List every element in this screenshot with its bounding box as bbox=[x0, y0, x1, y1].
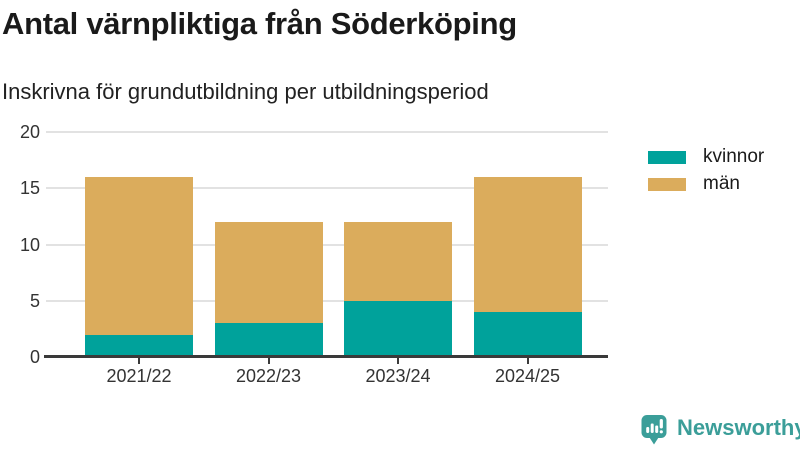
x-axis-tick-label: 2024/25 bbox=[494, 366, 561, 386]
gridline-15 bbox=[46, 187, 608, 190]
bar-segment-män-2023/24 bbox=[344, 222, 452, 301]
legend-label: män bbox=[703, 173, 740, 194]
x-axis-tick-label: 2022/23 bbox=[235, 366, 302, 386]
newsworthy-logo: Newsworthy bbox=[641, 414, 800, 445]
x-axis-line bbox=[44, 355, 608, 358]
x-axis-tick-label: 2021/22 bbox=[106, 366, 172, 386]
y-axis-tick-label: 10 bbox=[19, 234, 40, 255]
x-axis-tick bbox=[138, 357, 140, 364]
bar-segment-kvinnor-2023/24 bbox=[344, 300, 452, 357]
bar-segment-kvinnor-2024/25 bbox=[473, 312, 582, 357]
legend: kvinnor män bbox=[648, 146, 764, 195]
chart-title: Antal värnpliktiga från Söderköping bbox=[2, 6, 517, 41]
y-axis-tick-label: 20 bbox=[19, 122, 40, 142]
x-axis-tick bbox=[397, 357, 399, 364]
gridline-10 bbox=[46, 243, 608, 246]
y-axis-tick-label: 0 bbox=[29, 347, 40, 367]
bar-segment-män-2022/23 bbox=[214, 222, 323, 324]
newsworthy-logo-text: Newsworthy bbox=[677, 415, 800, 440]
legend-item-kvinnor: kvinnor bbox=[648, 146, 764, 168]
legend-label: kvinnor bbox=[703, 146, 765, 167]
chart-subtitle: Inskrivna för grundutbildning per utbild… bbox=[2, 79, 489, 104]
y-axis-tick-label: 5 bbox=[29, 290, 40, 311]
gridline-20 bbox=[46, 131, 608, 133]
bar-segment-män-2024/25 bbox=[473, 177, 582, 312]
x-axis-tick bbox=[267, 357, 270, 364]
bar-segment-män-2021/22 bbox=[85, 177, 193, 335]
legend-item-män: män bbox=[648, 173, 764, 195]
legend-swatch-kvinnor bbox=[648, 150, 686, 164]
bar-segment-kvinnor-2022/23 bbox=[214, 323, 323, 357]
legend-swatch-män bbox=[648, 177, 686, 191]
gridline-5 bbox=[46, 299, 608, 302]
newsworthy-logo-icon bbox=[641, 415, 667, 445]
x-axis-tick-label: 2023/24 bbox=[365, 366, 431, 386]
y-axis-tick-label: 15 bbox=[19, 178, 40, 199]
x-axis-tick bbox=[526, 357, 529, 364]
bar-segment-kvinnor-2021/22 bbox=[85, 334, 193, 357]
